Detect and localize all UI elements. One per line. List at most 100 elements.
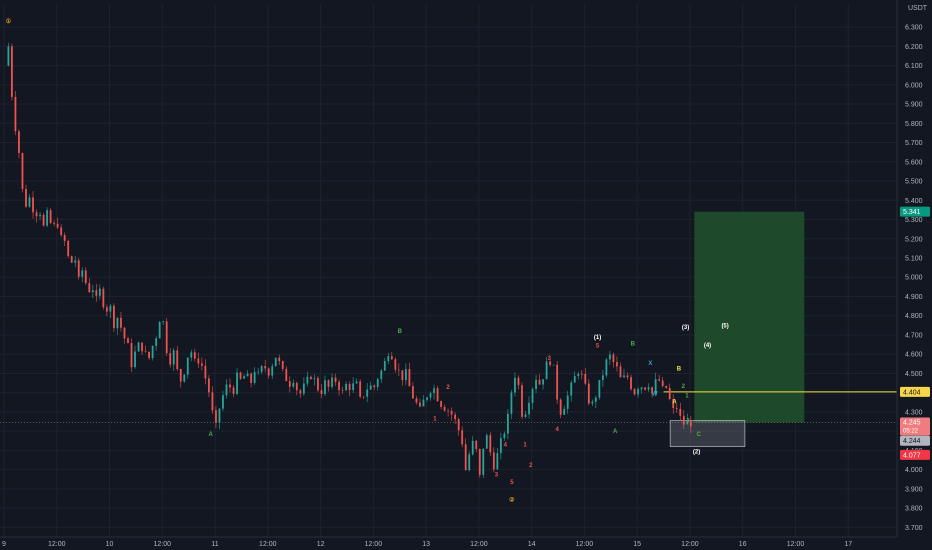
candle-body: [253, 372, 256, 383]
candle-body: [528, 402, 530, 415]
candle-body: [183, 374, 186, 382]
candle-body: [401, 370, 404, 381]
y-tick-label: 4.700: [905, 332, 923, 339]
candle-body: [113, 305, 115, 329]
wave-label: A: [613, 429, 618, 435]
wave-labels: ① A B 1 2 3 4 5 ② 1 2 3 4 (1) 5 A B X W (3) (4) (5) B 2 A 1 3 C (2): [6, 18, 729, 503]
candle-body: [570, 382, 573, 396]
candle-body: [14, 96, 17, 132]
candle-body: [531, 388, 534, 403]
candle-body: [56, 223, 59, 228]
wave-label: B: [398, 329, 403, 335]
wave-label: (3): [682, 325, 689, 331]
candle-body: [320, 390, 323, 395]
candle-body: [352, 383, 355, 390]
candle-body: [137, 342, 140, 352]
wave-label: (5): [721, 323, 728, 329]
x-tick-label: 15: [633, 541, 641, 548]
x-tick-label: 12:00: [681, 541, 699, 548]
candle-body: [225, 384, 228, 396]
candle-body: [148, 351, 151, 359]
candle-body: [450, 410, 453, 415]
candle-body: [507, 413, 509, 434]
y-tick-label: 4.800: [905, 313, 923, 320]
candle-body: [612, 354, 615, 363]
candle-body: [211, 392, 214, 411]
candle-body: [573, 376, 576, 383]
candle-body: [295, 382, 298, 391]
candle-body: [605, 359, 608, 376]
y-tick-label: 4.300: [905, 409, 923, 416]
last-price-badge: [900, 435, 930, 446]
candle-body: [440, 401, 442, 407]
y-tick-label: 5.500: [905, 179, 923, 186]
x-tick-label: 11: [211, 541, 218, 548]
current-price-badge: [900, 417, 930, 436]
x-tick-label: 12: [317, 541, 325, 548]
candle-body: [208, 378, 210, 393]
candle-body: [415, 398, 418, 403]
candle-body: [257, 371, 260, 373]
candle-body: [412, 386, 414, 399]
profit-zone[interactable]: [694, 211, 805, 423]
candle-body: [278, 357, 281, 362]
candle-body: [18, 131, 20, 154]
time-axis[interactable]: 9 12:00 10 12:00 11 12:00 12 12:00 13 12:00 14 12:0…: [2, 541, 852, 548]
y-tick-label: 5.300: [905, 217, 923, 224]
candle-body: [317, 378, 319, 391]
candle-body: [359, 381, 362, 397]
candle-body: [176, 350, 179, 370]
candle-body: [626, 375, 629, 378]
candle-body: [552, 364, 555, 366]
candle-body: [327, 380, 330, 387]
x-tick-label: 12:00: [154, 541, 172, 548]
y-tick-label: 6.300: [905, 25, 923, 32]
wave-label: (1): [594, 335, 601, 341]
candle-body: [299, 390, 302, 394]
candle-body: [373, 385, 376, 387]
y-tick-label: 4.000: [905, 467, 923, 474]
candle-body: [127, 338, 129, 344]
y-tick-label: 5.200: [905, 236, 923, 243]
wave-label: B: [677, 367, 682, 373]
y-tick-label: 3.900: [905, 486, 923, 493]
candle-body: [345, 383, 347, 391]
candle-body: [587, 383, 590, 404]
x-tick-label: 16: [739, 541, 747, 548]
candle-body: [538, 379, 541, 385]
y-tick-label: 5.400: [905, 198, 923, 205]
countdown-text: 05:22: [903, 429, 919, 435]
wave-label: 3: [495, 472, 499, 478]
candle-body: [134, 351, 136, 368]
candle-body: [499, 438, 502, 454]
candle-body: [366, 389, 369, 397]
highlight-box[interactable]: [669, 420, 746, 447]
candle-body: [120, 317, 122, 328]
candle-body: [144, 351, 147, 352]
candle-body: [630, 377, 632, 390]
candle-body: [471, 440, 474, 455]
candle-body: [433, 388, 435, 394]
candle-body: [91, 290, 94, 293]
candle-body: [215, 410, 217, 423]
candle-body: [566, 395, 569, 409]
position-zones[interactable]: [0, 211, 897, 447]
candle-body: [193, 352, 196, 359]
candle-body: [158, 322, 161, 339]
candle-body: [141, 342, 143, 352]
candle-body: [123, 327, 126, 339]
wave-label: ①: [6, 18, 12, 25]
x-tick-label: 12:00: [48, 541, 66, 548]
candle-body: [186, 357, 189, 375]
candle-body: [338, 381, 340, 391]
candle-body: [102, 288, 105, 308]
candle-body: [109, 305, 112, 312]
candle-body: [514, 377, 516, 393]
candle-body: [485, 435, 488, 449]
candle-body: [577, 373, 580, 377]
candle-body: [246, 373, 249, 377]
entry-price-badge-text: 4.404: [903, 389, 921, 396]
candle-body: [285, 368, 288, 382]
candle-body: [672, 399, 675, 409]
